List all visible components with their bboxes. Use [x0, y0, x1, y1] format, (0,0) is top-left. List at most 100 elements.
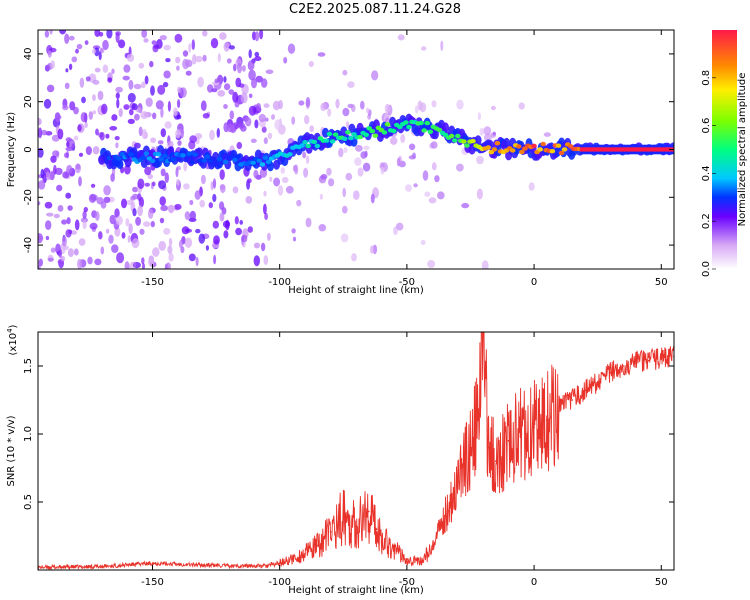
top-x-tick-label: 50 — [655, 277, 668, 288]
noise-point — [253, 169, 259, 179]
noise-point — [396, 157, 401, 167]
noise-point — [111, 114, 118, 121]
noise-point — [47, 257, 54, 262]
noise-point — [103, 185, 111, 196]
ridge-band-core — [579, 147, 674, 152]
noise-point — [38, 201, 41, 206]
noise-point — [320, 102, 327, 112]
top-y-axis-label: Frequency (Hz) — [6, 112, 17, 188]
top-y-tick-label: -20 — [23, 189, 34, 205]
snr-point — [596, 381, 599, 384]
snr-point — [367, 510, 370, 513]
noise-point — [52, 150, 60, 158]
noise-point — [308, 61, 314, 67]
noise-point — [250, 138, 257, 143]
noise-point — [338, 147, 344, 158]
noise-point — [264, 212, 268, 220]
noise-point — [241, 234, 248, 243]
noise-point — [41, 129, 47, 136]
noise-point — [53, 213, 60, 219]
noise-point — [476, 188, 483, 200]
noise-point — [424, 191, 431, 197]
bottom-x-tick-label: 50 — [655, 577, 668, 588]
noise-point — [228, 89, 235, 95]
noise-point — [370, 245, 374, 254]
noise-point — [127, 235, 131, 243]
noise-point — [219, 32, 227, 40]
ridge-core — [323, 138, 330, 143]
noise-point — [180, 87, 187, 98]
bottom-y-scale-label: (x104) — [6, 324, 19, 355]
noise-point — [77, 258, 83, 269]
noise-point — [213, 254, 217, 265]
ridge-halo — [124, 157, 132, 168]
noise-point — [38, 117, 42, 126]
noise-point — [144, 75, 149, 85]
noise-point — [351, 253, 357, 262]
noise-point — [127, 118, 135, 125]
noise-point — [141, 81, 146, 89]
noise-point — [261, 78, 268, 88]
noise-point — [45, 235, 50, 241]
noise-point — [248, 105, 257, 116]
noise-point — [126, 53, 135, 62]
noise-point — [326, 167, 332, 176]
noise-point — [430, 141, 438, 149]
noise-point — [73, 248, 79, 256]
ridge-core — [522, 146, 528, 151]
noise-point — [159, 35, 167, 41]
noise-point — [134, 113, 140, 121]
ridge-core — [222, 159, 229, 165]
noise-point — [150, 137, 157, 143]
noise-point — [43, 98, 52, 109]
noise-point — [160, 168, 166, 177]
noise-point — [223, 230, 229, 239]
snr-point — [418, 560, 421, 563]
noise-point — [241, 65, 246, 72]
noise-point — [484, 133, 492, 142]
noise-point — [57, 128, 64, 140]
noise-point — [176, 65, 180, 71]
noise-point — [248, 93, 253, 99]
ridge-core — [509, 148, 516, 153]
noise-point — [84, 40, 89, 45]
noise-point — [150, 85, 155, 96]
noise-point — [168, 252, 174, 262]
snr-point — [304, 552, 306, 555]
bottom-x-tick-label: -100 — [268, 577, 291, 588]
top-x-tick-label: -100 — [268, 277, 291, 288]
noise-point — [366, 107, 370, 114]
noise-point — [434, 175, 440, 183]
noise-point — [360, 100, 365, 110]
ridge-core — [418, 120, 424, 126]
noise-point — [347, 103, 354, 109]
colorbar-tick-label: 0.4 — [701, 165, 712, 181]
noise-point — [159, 217, 165, 224]
noise-point — [102, 39, 109, 51]
noise-point — [283, 57, 288, 64]
noise-point — [153, 44, 160, 49]
ridge-core — [155, 152, 162, 157]
noise-point — [328, 178, 335, 187]
noise-point — [194, 190, 201, 200]
noise-point — [94, 67, 101, 73]
ridge-core — [204, 154, 211, 159]
noise-point — [149, 60, 154, 68]
noise-point — [253, 242, 261, 249]
noise-point — [292, 236, 297, 242]
bottom-y-tick-label: 1.0 — [23, 426, 34, 442]
snr-point — [355, 525, 357, 528]
noise-point — [139, 228, 145, 235]
noise-point — [74, 219, 80, 231]
ridge-core — [326, 131, 333, 137]
noise-point — [100, 48, 105, 54]
noise-point — [115, 142, 119, 149]
ridge-core — [216, 157, 223, 162]
snr-point — [151, 562, 154, 565]
noise-point — [167, 205, 176, 210]
noise-point — [219, 169, 225, 181]
snr-point — [444, 514, 446, 517]
noise-point — [50, 60, 55, 69]
snr-point — [431, 548, 434, 551]
noise-point — [114, 208, 120, 219]
